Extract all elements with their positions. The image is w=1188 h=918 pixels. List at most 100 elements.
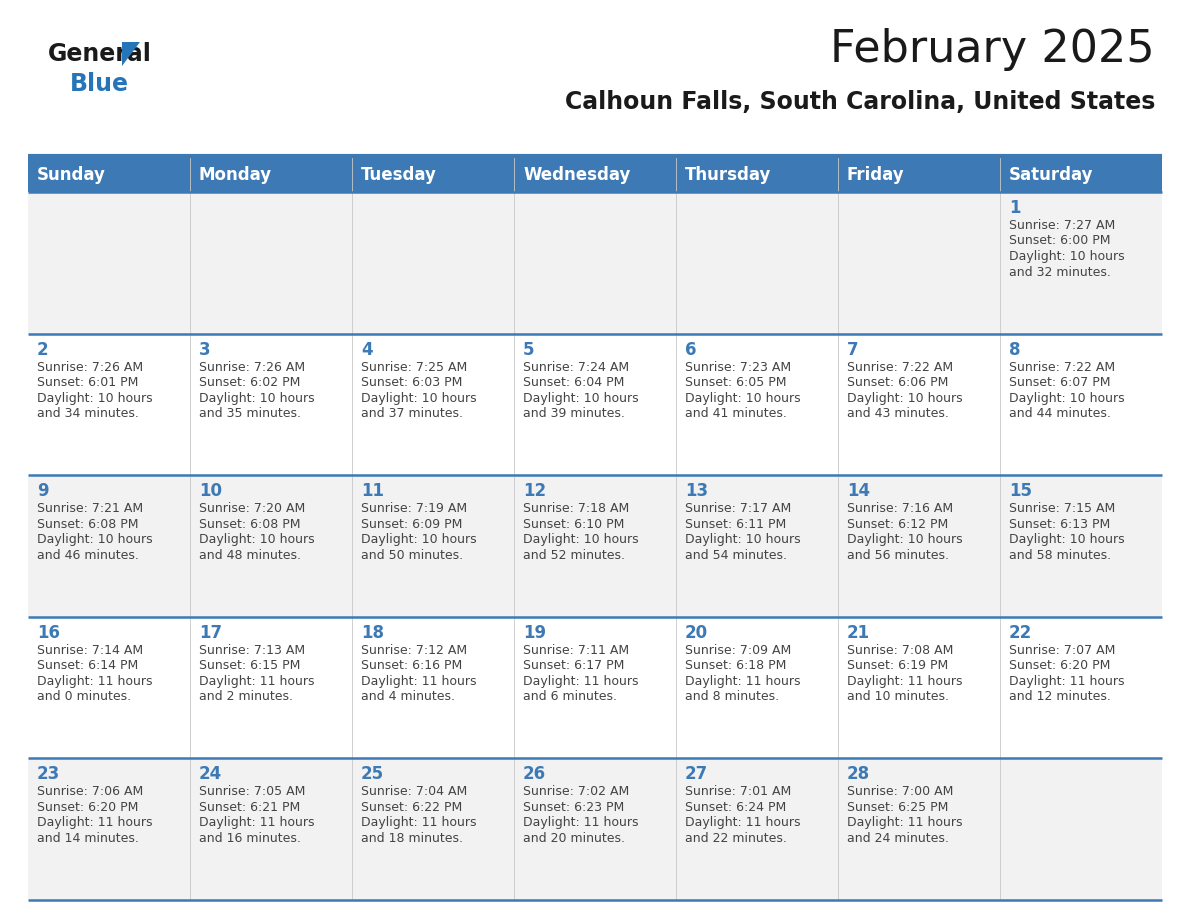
Text: Sunrise: 7:27 AM: Sunrise: 7:27 AM — [1009, 219, 1116, 232]
Text: Daylight: 11 hours: Daylight: 11 hours — [361, 675, 476, 688]
Text: and 46 minutes.: and 46 minutes. — [37, 549, 139, 562]
Text: Sunset: 6:06 PM: Sunset: 6:06 PM — [847, 376, 948, 389]
Text: Daylight: 10 hours: Daylight: 10 hours — [685, 392, 801, 405]
Text: 16: 16 — [37, 624, 61, 642]
Bar — [29, 158, 1162, 192]
Text: Daylight: 10 hours: Daylight: 10 hours — [685, 533, 801, 546]
Text: and 56 minutes.: and 56 minutes. — [847, 549, 949, 562]
Text: 13: 13 — [685, 482, 708, 500]
Text: Sunset: 6:14 PM: Sunset: 6:14 PM — [37, 659, 138, 672]
Text: Sunset: 6:19 PM: Sunset: 6:19 PM — [847, 659, 948, 672]
Text: Sunrise: 7:07 AM: Sunrise: 7:07 AM — [1009, 644, 1116, 656]
Text: Daylight: 10 hours: Daylight: 10 hours — [847, 533, 962, 546]
Text: Sunrise: 7:25 AM: Sunrise: 7:25 AM — [361, 361, 467, 374]
Text: Daylight: 10 hours: Daylight: 10 hours — [200, 392, 315, 405]
Text: 3: 3 — [200, 341, 210, 359]
Text: and 32 minutes.: and 32 minutes. — [1009, 265, 1111, 278]
Text: Monday: Monday — [200, 166, 272, 184]
Text: 24: 24 — [200, 766, 222, 783]
Bar — [29, 192, 1162, 333]
Text: 11: 11 — [361, 482, 384, 500]
Text: and 0 minutes.: and 0 minutes. — [37, 690, 131, 703]
Text: 6: 6 — [685, 341, 696, 359]
Text: 23: 23 — [37, 766, 61, 783]
Text: Sunrise: 7:12 AM: Sunrise: 7:12 AM — [361, 644, 467, 656]
Text: 18: 18 — [361, 624, 384, 642]
Text: Sunset: 6:20 PM: Sunset: 6:20 PM — [1009, 659, 1111, 672]
Text: and 44 minutes.: and 44 minutes. — [1009, 407, 1111, 420]
Text: Sunset: 6:20 PM: Sunset: 6:20 PM — [37, 800, 138, 814]
Bar — [29, 758, 1162, 900]
Text: Sunset: 6:01 PM: Sunset: 6:01 PM — [37, 376, 138, 389]
Text: Daylight: 10 hours: Daylight: 10 hours — [847, 392, 962, 405]
Text: Daylight: 10 hours: Daylight: 10 hours — [1009, 392, 1125, 405]
Text: 27: 27 — [685, 766, 708, 783]
Text: Sunrise: 7:05 AM: Sunrise: 7:05 AM — [200, 786, 305, 799]
Text: 12: 12 — [523, 482, 546, 500]
Text: Sunrise: 7:21 AM: Sunrise: 7:21 AM — [37, 502, 143, 515]
Text: Daylight: 11 hours: Daylight: 11 hours — [523, 816, 638, 829]
Text: and 41 minutes.: and 41 minutes. — [685, 407, 786, 420]
Text: Sunrise: 7:26 AM: Sunrise: 7:26 AM — [200, 361, 305, 374]
Text: Sunset: 6:16 PM: Sunset: 6:16 PM — [361, 659, 462, 672]
Text: 26: 26 — [523, 766, 546, 783]
Text: 2: 2 — [37, 341, 49, 359]
Text: Sunrise: 7:04 AM: Sunrise: 7:04 AM — [361, 786, 467, 799]
Bar — [29, 617, 1162, 758]
Text: Sunset: 6:21 PM: Sunset: 6:21 PM — [200, 800, 301, 814]
Text: Sunrise: 7:24 AM: Sunrise: 7:24 AM — [523, 361, 630, 374]
Text: and 12 minutes.: and 12 minutes. — [1009, 690, 1111, 703]
Text: 14: 14 — [847, 482, 870, 500]
Text: and 2 minutes.: and 2 minutes. — [200, 690, 293, 703]
Text: and 22 minutes.: and 22 minutes. — [685, 832, 786, 845]
Text: General: General — [48, 42, 152, 66]
Text: 17: 17 — [200, 624, 222, 642]
Text: Sunset: 6:23 PM: Sunset: 6:23 PM — [523, 800, 624, 814]
Text: Sunrise: 7:00 AM: Sunrise: 7:00 AM — [847, 786, 954, 799]
Text: Sunset: 6:12 PM: Sunset: 6:12 PM — [847, 518, 948, 531]
Text: Sunset: 6:18 PM: Sunset: 6:18 PM — [685, 659, 786, 672]
Text: 7: 7 — [847, 341, 859, 359]
Text: Sunset: 6:17 PM: Sunset: 6:17 PM — [523, 659, 625, 672]
Text: and 24 minutes.: and 24 minutes. — [847, 832, 949, 845]
Bar — [29, 476, 1162, 617]
Text: Sunset: 6:10 PM: Sunset: 6:10 PM — [523, 518, 625, 531]
Text: Daylight: 11 hours: Daylight: 11 hours — [523, 675, 638, 688]
Text: 1: 1 — [1009, 199, 1020, 217]
Text: February 2025: February 2025 — [830, 28, 1155, 71]
Text: 15: 15 — [1009, 482, 1032, 500]
Text: Sunset: 6:11 PM: Sunset: 6:11 PM — [685, 518, 786, 531]
Text: and 4 minutes.: and 4 minutes. — [361, 690, 455, 703]
Text: Sunrise: 7:16 AM: Sunrise: 7:16 AM — [847, 502, 953, 515]
Text: Sunrise: 7:02 AM: Sunrise: 7:02 AM — [523, 786, 630, 799]
Text: Sunset: 6:07 PM: Sunset: 6:07 PM — [1009, 376, 1111, 389]
Text: Daylight: 11 hours: Daylight: 11 hours — [361, 816, 476, 829]
Text: and 14 minutes.: and 14 minutes. — [37, 832, 139, 845]
Text: Sunset: 6:05 PM: Sunset: 6:05 PM — [685, 376, 786, 389]
Text: and 54 minutes.: and 54 minutes. — [685, 549, 786, 562]
Text: Tuesday: Tuesday — [361, 166, 437, 184]
Text: Sunrise: 7:19 AM: Sunrise: 7:19 AM — [361, 502, 467, 515]
Text: Sunrise: 7:01 AM: Sunrise: 7:01 AM — [685, 786, 791, 799]
Text: Daylight: 11 hours: Daylight: 11 hours — [37, 816, 152, 829]
Text: Daylight: 11 hours: Daylight: 11 hours — [1009, 675, 1125, 688]
Text: 8: 8 — [1009, 341, 1020, 359]
Text: Sunrise: 7:15 AM: Sunrise: 7:15 AM — [1009, 502, 1116, 515]
Text: 20: 20 — [685, 624, 708, 642]
Text: Daylight: 11 hours: Daylight: 11 hours — [685, 675, 801, 688]
Text: Wednesday: Wednesday — [523, 166, 631, 184]
Text: 9: 9 — [37, 482, 49, 500]
Text: Daylight: 10 hours: Daylight: 10 hours — [361, 392, 476, 405]
Text: Daylight: 11 hours: Daylight: 11 hours — [200, 816, 315, 829]
Text: and 43 minutes.: and 43 minutes. — [847, 407, 949, 420]
Text: Sunrise: 7:09 AM: Sunrise: 7:09 AM — [685, 644, 791, 656]
Text: Sunset: 6:25 PM: Sunset: 6:25 PM — [847, 800, 948, 814]
Text: Sunday: Sunday — [37, 166, 106, 184]
Text: Calhoun Falls, South Carolina, United States: Calhoun Falls, South Carolina, United St… — [564, 90, 1155, 114]
Text: Sunset: 6:08 PM: Sunset: 6:08 PM — [200, 518, 301, 531]
Text: Daylight: 10 hours: Daylight: 10 hours — [361, 533, 476, 546]
Text: 25: 25 — [361, 766, 384, 783]
Text: Sunset: 6:00 PM: Sunset: 6:00 PM — [1009, 234, 1111, 248]
Text: Daylight: 10 hours: Daylight: 10 hours — [37, 533, 152, 546]
Text: Sunrise: 7:26 AM: Sunrise: 7:26 AM — [37, 361, 143, 374]
